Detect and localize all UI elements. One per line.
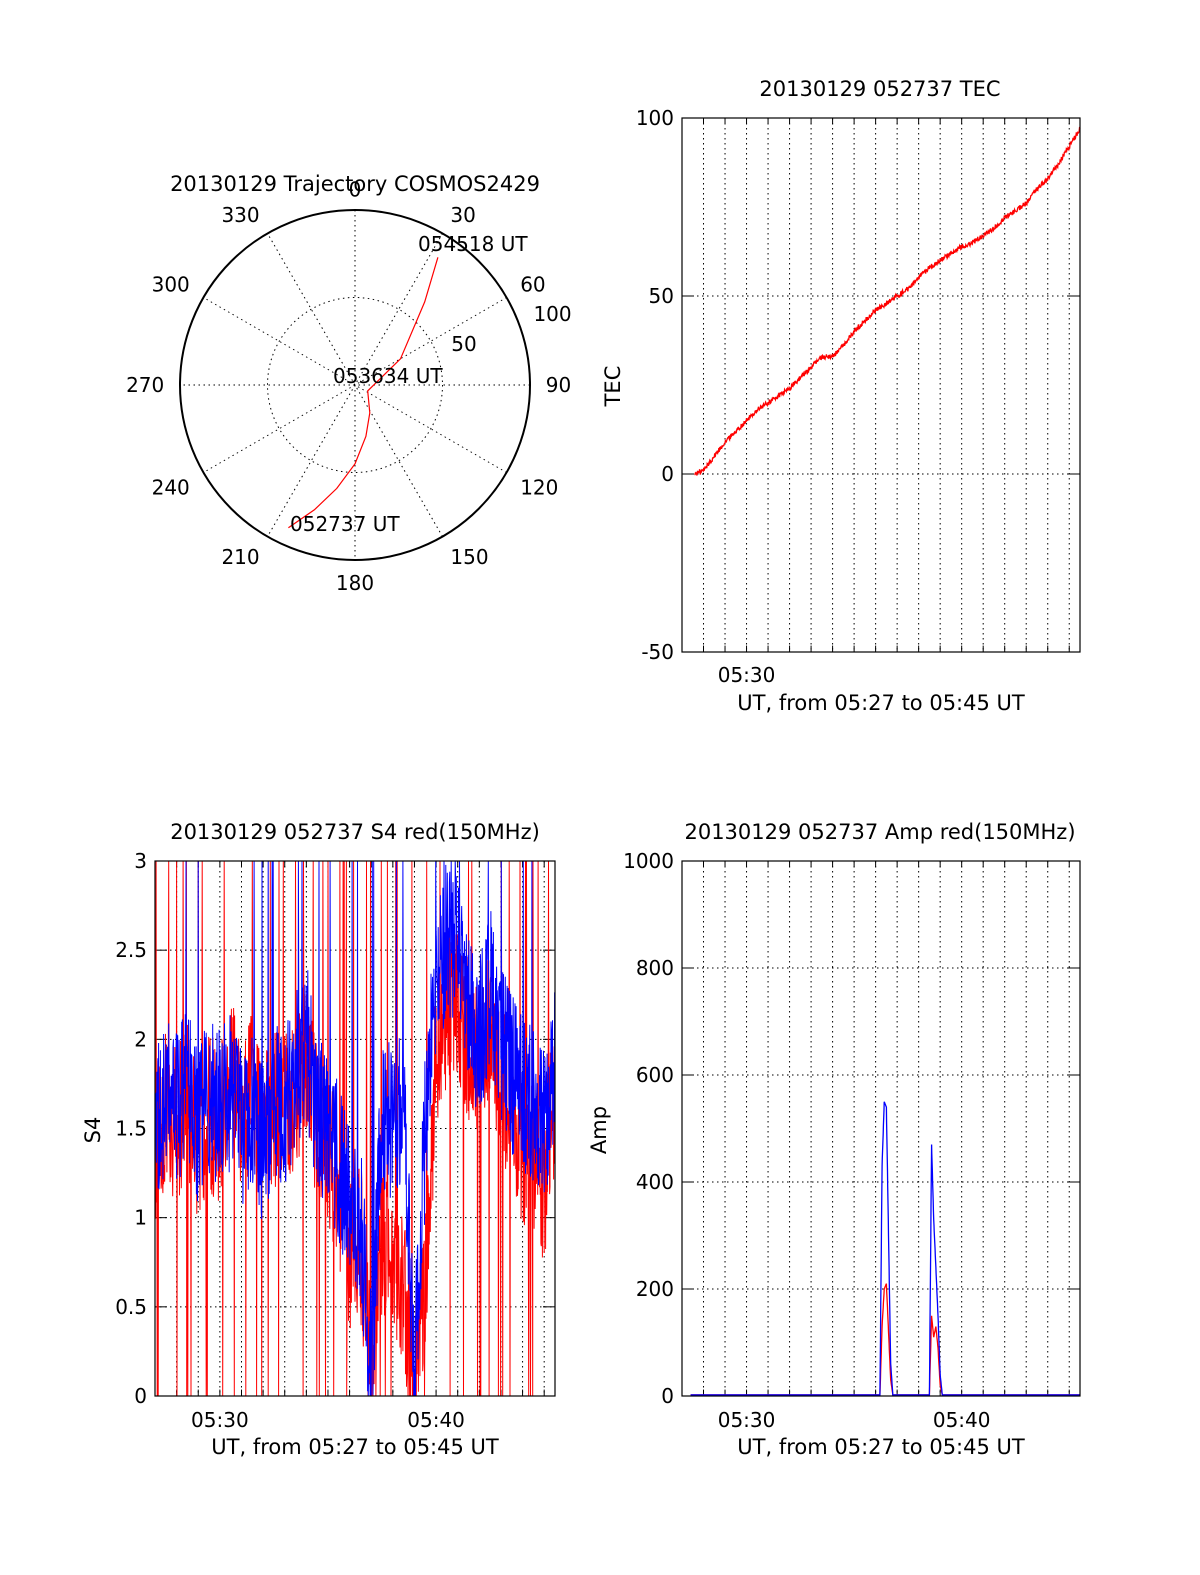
y-tick-label: 1.5 — [115, 1117, 147, 1141]
s4-panel: 20130129 052737 S4 red(150MHz) 05:30 05:4… — [81, 820, 556, 1459]
y-tick-label: 800 — [636, 956, 674, 980]
x-axis-label: UT, from 05:27 to 05:45 UT — [737, 1435, 1025, 1459]
polar-radial-label: 100 — [533, 302, 571, 326]
y-tick-label: 400 — [636, 1170, 674, 1194]
x-tick-label: 05:30 — [191, 1408, 249, 1432]
polar-angle-label: 90 — [546, 373, 571, 397]
polar-angle-label: 330 — [221, 203, 259, 227]
x-tick-label: 05:30 — [718, 663, 776, 687]
polar-angle-label: 300 — [152, 273, 190, 297]
polar-angle-label: 30 — [450, 203, 475, 227]
y-tick-label: 3 — [134, 849, 147, 873]
x-tick-label: 05:40 — [407, 1408, 465, 1432]
x-axis-label: UT, from 05:27 to 05:45 UT — [211, 1435, 499, 1459]
plot-frame — [154, 860, 556, 1397]
y-axis-label: TEC — [601, 366, 625, 408]
y-tick-label: 200 — [636, 1277, 674, 1301]
polar-angle-label: 0 — [349, 177, 362, 201]
s4-title: 20130129 052737 S4 red(150MHz) — [170, 820, 540, 844]
plot-frame — [681, 860, 1081, 1397]
y-tick-label: 2 — [134, 1027, 147, 1051]
tec-panel: 20130129 052737 TEC 05:30 -50 0 50 100 UT, fr… — [601, 77, 1081, 715]
y-tick-label: 2.5 — [115, 938, 147, 962]
polar-angle-label: 180 — [336, 571, 374, 595]
x-tick-label: 05:40 — [933, 1408, 991, 1432]
y-tick-label: 0 — [661, 1384, 674, 1408]
polar-angle-label: 270 — [126, 373, 164, 397]
polar-angle-label: 210 — [221, 545, 259, 569]
tec-title: 20130129 052737 TEC — [759, 77, 1000, 101]
polar-angle-label: 60 — [520, 273, 545, 297]
y-axis-label: S4 — [81, 1117, 105, 1144]
plot-frame — [681, 117, 1081, 653]
polar-angle-label: 150 — [450, 545, 488, 569]
amp-panel: 20130129 052737 Amp red(150MHz) 05:30 05:… — [587, 820, 1081, 1459]
y-tick-label: 0 — [661, 462, 674, 486]
y-tick-label: 100 — [636, 106, 674, 130]
amp-title: 20130129 052737 Amp red(150MHz) — [684, 820, 1075, 844]
x-tick-label: 05:30 — [718, 1408, 776, 1432]
y-tick-label: 0.5 — [115, 1295, 147, 1319]
trajectory-end-label: 054518 UT — [418, 232, 528, 256]
series-line-red — [694, 126, 1081, 476]
y-tick-label: 50 — [649, 284, 674, 308]
trajectory-start-label: 052737 UT — [290, 512, 400, 536]
y-axis-label: Amp — [587, 1106, 611, 1154]
y-tick-label: 1 — [134, 1206, 147, 1230]
series-line-red — [690, 1283, 1080, 1396]
polar-angle-label: 240 — [152, 475, 190, 499]
y-tick-label: -50 — [641, 640, 674, 664]
polar-trajectory-panel: 20130129 Trajectory COSMOS2429 0 30 60 90 12… — [126, 172, 572, 595]
series-line-blue — [690, 1101, 1080, 1396]
x-axis-label: UT, from 05:27 to 05:45 UT — [737, 691, 1025, 715]
y-tick-label: 0 — [134, 1384, 147, 1408]
trajectory-middle-label: 053634 UT — [333, 364, 443, 388]
y-tick-label: 600 — [636, 1063, 674, 1087]
polar-title: 20130129 Trajectory COSMOS2429 — [170, 172, 540, 196]
polar-radial-label: 50 — [451, 332, 476, 356]
polar-ring-50 — [267, 297, 443, 473]
trajectory-line — [288, 257, 439, 529]
polar-outer-ring — [179, 209, 531, 561]
polar-spoke — [267, 233, 443, 537]
y-tick-label: 1000 — [623, 849, 674, 873]
polar-angle-label: 120 — [520, 475, 558, 499]
